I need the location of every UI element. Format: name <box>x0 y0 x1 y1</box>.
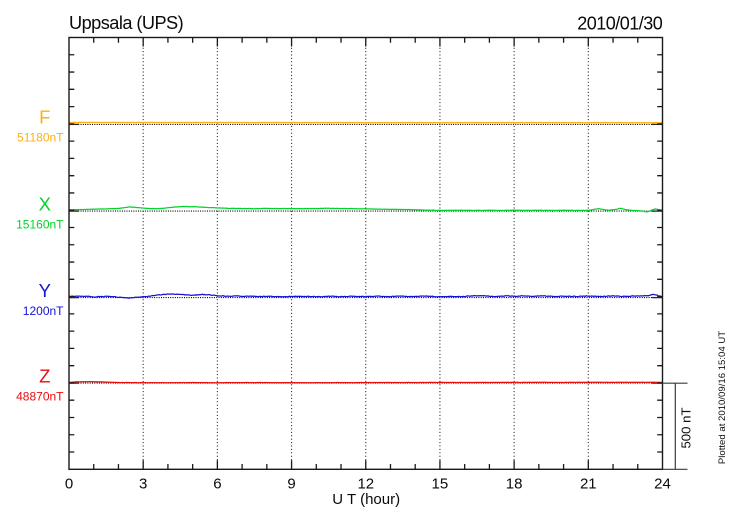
svg-text:15: 15 <box>432 476 449 493</box>
svg-text:X: X <box>39 194 51 215</box>
svg-text:9: 9 <box>287 476 295 493</box>
svg-text:15160nT: 15160nT <box>16 217 64 231</box>
svg-text:48870nT: 48870nT <box>16 389 64 403</box>
svg-text:12: 12 <box>357 476 374 493</box>
svg-text:51180nT: 51180nT <box>17 130 64 144</box>
svg-text:1200nT: 1200nT <box>23 304 64 318</box>
svg-text:Uppsala (UPS): Uppsala (UPS) <box>69 13 183 33</box>
svg-text:Z: Z <box>39 366 50 387</box>
svg-text:18: 18 <box>506 476 523 493</box>
svg-text:6: 6 <box>213 476 221 493</box>
svg-text:3: 3 <box>139 476 147 493</box>
svg-text:500 nT: 500 nT <box>679 407 694 448</box>
svg-text:24: 24 <box>654 476 671 493</box>
svg-text:F: F <box>39 107 50 128</box>
svg-text:U T (hour): U T (hour) <box>332 491 400 508</box>
svg-text:Y: Y <box>39 280 51 301</box>
svg-text:21: 21 <box>580 476 597 493</box>
svg-text:Plotted at 2010/09/16 15:04 UT: Plotted at 2010/09/16 15:04 UT <box>717 331 728 464</box>
svg-text:0: 0 <box>65 476 73 493</box>
svg-text:2010/01/30: 2010/01/30 <box>577 13 663 33</box>
